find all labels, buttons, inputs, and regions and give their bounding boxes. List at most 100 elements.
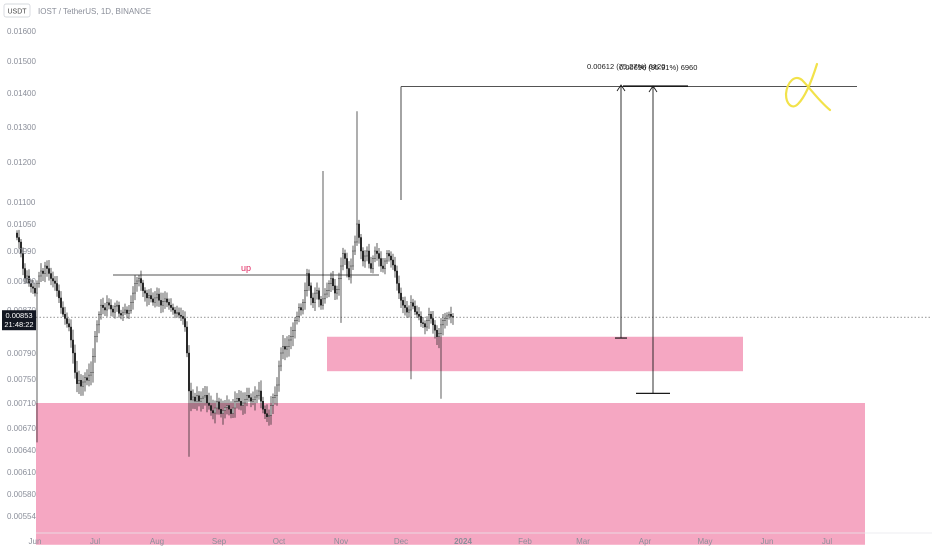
- candle-body: [206, 395, 208, 404]
- candle-body: [234, 401, 236, 409]
- time-axis[interactable]: Jun Jul Aug Sep Oct Nov Dec 2024 Feb Mar Apr May Jun…: [29, 532, 932, 546]
- candle: [336, 285, 338, 300]
- candle-body: [216, 401, 218, 409]
- measure-label-2: 0.00696 (95.91%) 6960: [619, 63, 697, 72]
- candle-body: [344, 253, 346, 259]
- candle-body: [136, 280, 138, 284]
- candle-body: [364, 255, 366, 262]
- candle: [100, 299, 102, 320]
- candle-body: [102, 304, 104, 308]
- candle: [370, 256, 372, 273]
- candle: [186, 321, 188, 358]
- candle-body: [138, 278, 140, 282]
- demand-zone: [327, 336, 743, 372]
- candle-body: [370, 263, 372, 269]
- candle: [424, 320, 426, 335]
- candle: [430, 311, 432, 324]
- candle-body: [16, 232, 18, 238]
- candle: [292, 322, 294, 347]
- time-tick-label: Jul: [822, 537, 832, 546]
- candle: [126, 306, 128, 319]
- candle-body: [182, 316, 184, 319]
- candle: [224, 400, 226, 419]
- candle: [314, 287, 316, 312]
- candle-body: [352, 250, 354, 267]
- candle-body: [292, 330, 294, 337]
- candle: [180, 307, 182, 321]
- candle-body: [330, 278, 332, 284]
- candle-body: [180, 314, 182, 317]
- currency-badge[interactable]: [3, 3, 31, 18]
- candle: [210, 395, 212, 416]
- candle: [84, 372, 86, 392]
- candle-body: [372, 258, 374, 269]
- candle-body: [116, 304, 118, 307]
- candle: [366, 246, 368, 262]
- candle-body: [66, 318, 68, 324]
- candle: [36, 280, 38, 443]
- candle-body: [114, 305, 116, 313]
- price-axis[interactable]: 0.01600 0.01500 0.01400 0.01300 0.01200 0.011…: [7, 27, 36, 521]
- candle-body: [268, 415, 270, 417]
- candle: [264, 405, 266, 419]
- candle-body: [346, 258, 348, 269]
- candle: [394, 256, 396, 278]
- candle-body: [94, 336, 96, 357]
- candle-body: [242, 402, 244, 406]
- candle-body: [36, 283, 38, 294]
- candle: [40, 263, 42, 283]
- price-tick-label: 0.00580: [7, 490, 36, 499]
- candle-body: [200, 398, 202, 402]
- candle: [196, 386, 198, 411]
- candle: [350, 258, 352, 284]
- candle-body: [188, 352, 190, 392]
- candle-body: [336, 289, 338, 294]
- candle-body: [212, 410, 214, 414]
- candle: [254, 386, 256, 411]
- candle-body: [312, 297, 314, 303]
- candle: [408, 305, 410, 318]
- candle: [152, 292, 154, 306]
- candle: [244, 392, 246, 414]
- candle-body: [152, 298, 154, 303]
- candle-body: [184, 318, 186, 328]
- candle-body: [430, 314, 432, 319]
- candle-body: [20, 241, 22, 254]
- candle: [330, 272, 332, 292]
- time-tick-label: 2024: [454, 537, 472, 546]
- candle-body: [34, 288, 36, 294]
- price-tick-label: 0.00790: [7, 349, 36, 358]
- candle: [444, 312, 446, 329]
- candle: [448, 311, 450, 320]
- candle-body: [310, 285, 312, 299]
- candle: [382, 258, 384, 273]
- candle-body: [172, 307, 174, 311]
- candle: [392, 253, 394, 270]
- candle: [284, 338, 286, 361]
- price-tick-label: 0.00640: [7, 446, 36, 455]
- candle-body: [394, 264, 396, 272]
- candle: [66, 312, 68, 328]
- candle: [274, 386, 276, 405]
- candle: [228, 399, 230, 416]
- candle: [400, 287, 402, 308]
- candle-body: [190, 390, 192, 401]
- candle-body: [258, 390, 260, 396]
- candle-body: [302, 302, 304, 311]
- candle: [302, 299, 304, 315]
- candle: [280, 347, 282, 372]
- candle-body: [280, 352, 282, 367]
- candle: [38, 271, 40, 288]
- price-tick-label: 0.00930: [7, 277, 36, 286]
- candle-body: [176, 312, 178, 314]
- candle: [50, 267, 52, 286]
- candle-body: [434, 324, 436, 331]
- candle: [120, 309, 122, 320]
- candle-body: [256, 395, 258, 398]
- candle-body: [432, 318, 434, 326]
- candle-body: [18, 237, 20, 243]
- candle-body: [338, 278, 340, 290]
- candle-body: [106, 302, 108, 311]
- candle-body: [92, 356, 94, 373]
